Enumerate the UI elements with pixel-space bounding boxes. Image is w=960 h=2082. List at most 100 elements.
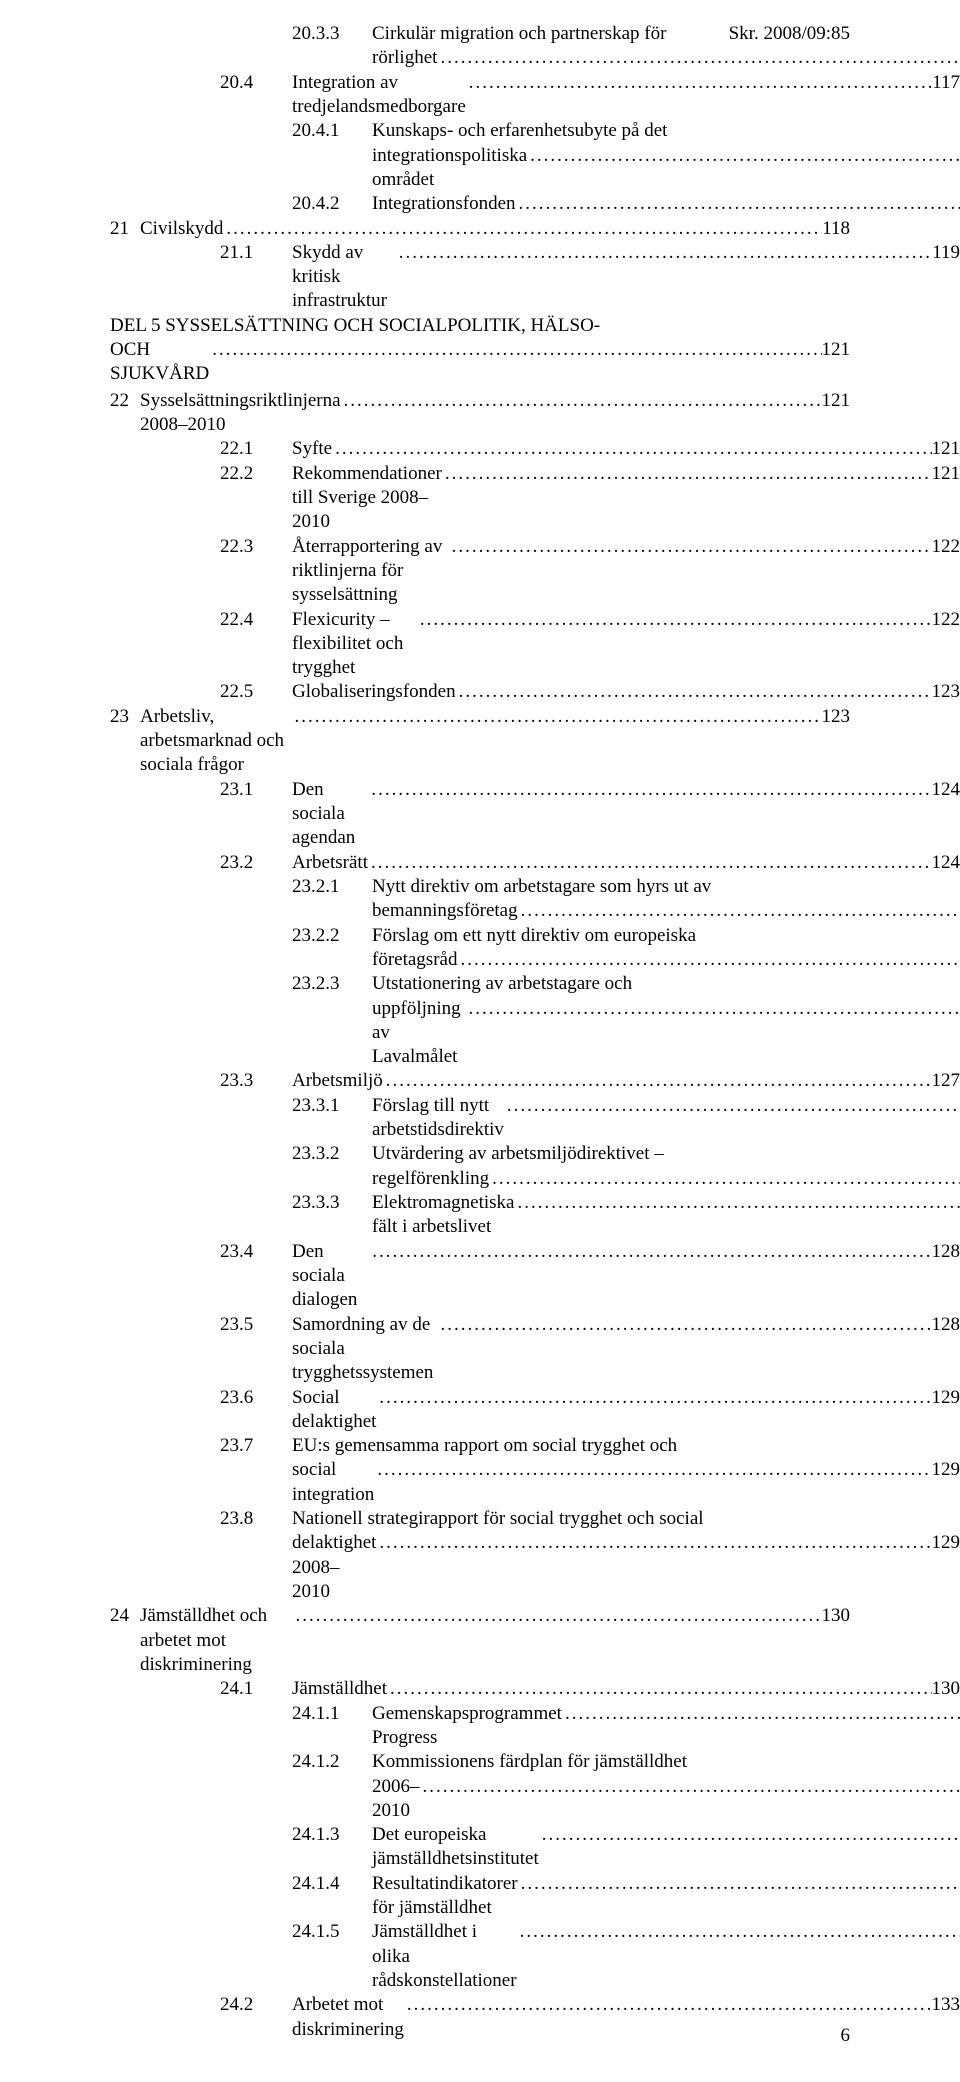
toc-number: 24.1.1 — [292, 1702, 372, 1726]
toc-page: 122 — [932, 535, 960, 559]
toc-number: 20.3.3 — [292, 22, 372, 46]
toc-title: Jämställdhet — [292, 1677, 387, 1701]
toc-entry: 23.8Nationell strategirapport för social… — [110, 1507, 850, 1531]
toc-page: 123 — [932, 680, 960, 704]
toc-entry: 24.1.4Resultatindikatorer för jämställdh… — [110, 1872, 850, 1921]
toc-entry: 24.1Jämställdhet130 — [110, 1677, 850, 1701]
toc-page: 121 — [932, 437, 960, 461]
toc-entry: bemanningsföretag124 — [110, 899, 850, 923]
toc-entry: 23Arbetsliv, arbetsmarknad och sociala f… — [110, 705, 850, 778]
toc-page: 121 — [822, 338, 851, 362]
dot-leaders — [466, 71, 932, 95]
dot-leaders — [527, 144, 960, 168]
toc-page: 128 — [932, 1240, 960, 1264]
toc-entry: 23.2Arbetsrätt124 — [110, 851, 850, 875]
toc-entry: 21Civilskydd118 — [110, 217, 850, 241]
toc-title: Elektromagnetiska fält i arbetslivet — [372, 1191, 514, 1240]
toc-entry: 23.3.1Förslag till nytt arbetstidsdirekt… — [110, 1094, 850, 1143]
toc-title: Resultatindikatorer för jämställdhet — [372, 1872, 518, 1921]
toc-title: Arbetsrätt — [292, 851, 368, 875]
toc-number: 23.3 — [220, 1069, 292, 1093]
toc-number: 23.3.3 — [292, 1191, 372, 1215]
toc-title: Förslag till nytt arbetstidsdirektiv — [372, 1094, 504, 1143]
dot-leaders — [374, 1458, 931, 1482]
toc-number: 23.2.3 — [292, 972, 372, 996]
toc-title: 2006–2010 — [372, 1775, 420, 1824]
dot-leaders — [368, 851, 932, 875]
toc-title: regelförenkling — [372, 1167, 489, 1191]
toc-page: 133 — [932, 1993, 960, 2017]
toc-title: bemanningsföretag — [372, 899, 518, 923]
toc-entry: 23.3.3Elektromagnetiska fält i arbetsliv… — [110, 1191, 850, 1240]
toc-entry: delaktighet 2008–2010129 — [110, 1531, 850, 1604]
dot-leaders — [437, 46, 960, 70]
toc-number: 24.2 — [220, 1993, 292, 2017]
dot-leaders — [404, 1993, 932, 2017]
toc-entry: 24Jämställdhet och arbetet mot diskrimin… — [110, 1604, 850, 1677]
toc-entry: 22.1Syfte121 — [110, 437, 850, 461]
toc-entry: 23.2.2Förslag om ett nytt direktiv om eu… — [110, 924, 850, 948]
toc-title: Cirkulär migration och partnerskap för — [372, 22, 666, 46]
toc-page: 124 — [932, 851, 960, 875]
toc-title: Nytt direktiv om arbetstagare som hyrs u… — [372, 875, 711, 899]
dot-leaders — [420, 1775, 960, 1799]
toc-entry: 20.4.2Integrationsfonden118 — [110, 192, 850, 216]
toc-entry: 24.1.2Kommissionens färdplan för jämstäl… — [110, 1750, 850, 1774]
toc-entry: 22Sysselsättningsriktlinjerna 2008–20101… — [110, 389, 850, 438]
toc-number: 22.1 — [220, 437, 292, 461]
toc-number: 22.5 — [220, 680, 292, 704]
dot-leaders — [376, 1386, 931, 1410]
toc-page: 124 — [932, 778, 960, 802]
dot-leaders — [516, 192, 960, 216]
toc-number: 23.2.2 — [292, 924, 372, 948]
toc-entry: uppföljning av Lavalmålet126 — [110, 997, 850, 1070]
toc-entry: 20.4Integration av tredjelandsmedborgare… — [110, 71, 850, 120]
toc-title: rörlighet — [372, 46, 437, 70]
toc-entry: 22.2Rekommendationer till Sverige 2008–2… — [110, 462, 850, 535]
toc-number: 22.4 — [220, 608, 292, 632]
toc-title: EU:s gemensamma rapport om social tryggh… — [292, 1434, 677, 1458]
toc-title: Jämställdhet i olika rådskonstellationer — [372, 1920, 517, 1993]
toc-entry: 24.2Arbetet mot diskriminering133 — [110, 1993, 850, 2042]
toc-title: Jämställdhet och arbetet mot diskriminer… — [140, 1604, 292, 1677]
toc-number: 20.4.1 — [292, 119, 372, 143]
toc-number: 23.2 — [220, 851, 292, 875]
toc-title: Förslag om ett nytt direktiv om europeis… — [372, 924, 696, 948]
toc-title: Återrapportering av riktlinjerna för sys… — [292, 535, 449, 608]
toc-number: 24.1.2 — [292, 1750, 372, 1774]
toc-title: Rekommendationer till Sverige 2008–2010 — [292, 462, 442, 535]
toc-part-heading: DEL 5 SYSSELSÄTTNING OCH SOCIALPOLITIK, … — [110, 314, 850, 387]
toc-number: 23.8 — [220, 1507, 292, 1531]
toc-title: OCH SJUKVÅRD — [110, 338, 209, 387]
toc-page: 117 — [932, 71, 960, 95]
toc-entry: 23.5Samordning av de sociala trygghetssy… — [110, 1313, 850, 1386]
dot-leaders — [449, 535, 932, 559]
toc-number: 20.4 — [220, 71, 292, 95]
toc-title: Integrationsfonden — [372, 192, 516, 216]
toc-page: 121 — [822, 389, 851, 413]
toc-number: 22.3 — [220, 535, 292, 559]
dot-leaders — [369, 1240, 931, 1264]
dot-leaders — [539, 1823, 960, 1847]
toc-entry: 23.6Social delaktighet129 — [110, 1386, 850, 1435]
toc-title: Sysselsättningsriktlinjerna 2008–2010 — [140, 389, 341, 438]
dot-leaders — [292, 1604, 821, 1628]
toc-title: Civilskydd — [140, 217, 223, 241]
toc-number: 24.1.5 — [292, 1920, 372, 1944]
dot-leaders — [518, 899, 960, 923]
dot-leaders — [396, 241, 933, 265]
dot-leaders — [332, 437, 931, 461]
toc-number: 24 — [110, 1604, 140, 1628]
toc-title: Kommissionens färdplan för jämställdhet — [372, 1750, 687, 1774]
toc-title: Samordning av de sociala trygghetssystem… — [292, 1313, 437, 1386]
toc-number: 24.1.4 — [292, 1872, 372, 1896]
toc-page: 128 — [932, 1313, 960, 1337]
toc-number: 24.1 — [220, 1677, 292, 1701]
toc-number: 23.1 — [220, 778, 292, 802]
toc-entry: regelförenkling127 — [110, 1167, 850, 1191]
toc-title: Arbetsliv, arbetsmarknad och sociala frå… — [140, 705, 291, 778]
toc-number: 23.3.1 — [292, 1094, 372, 1118]
dot-leaders — [518, 1872, 960, 1896]
toc-entry: 22.5Globaliseringsfonden123 — [110, 680, 850, 704]
toc-page: 118 — [822, 217, 850, 241]
